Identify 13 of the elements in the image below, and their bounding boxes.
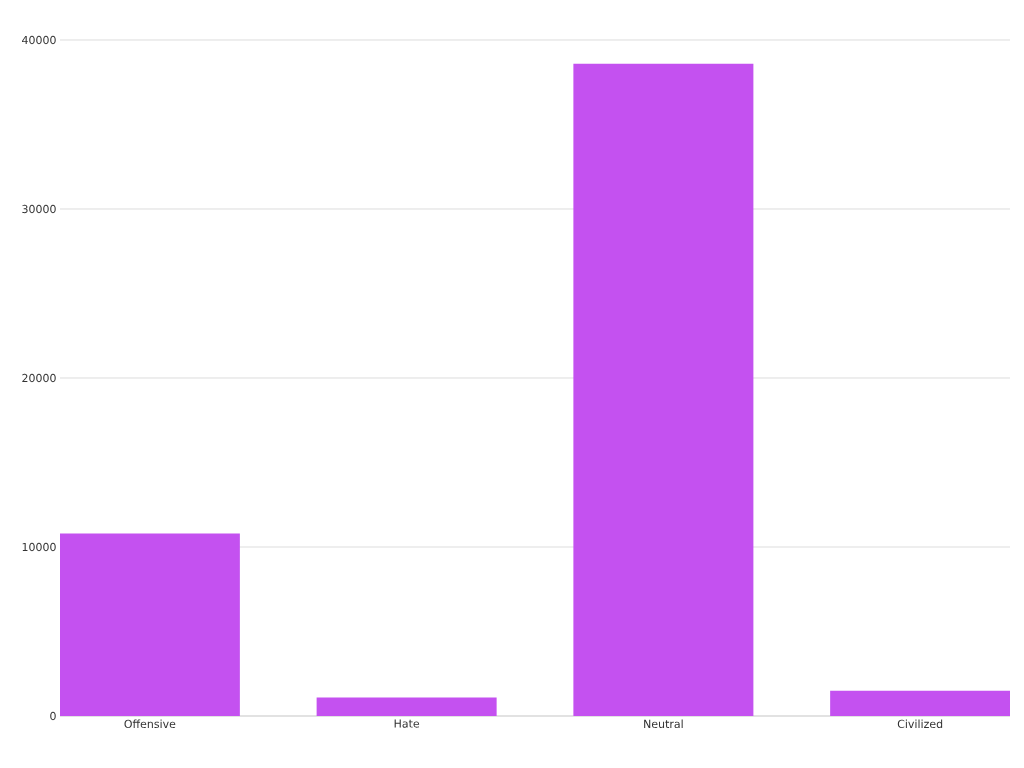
bar [60,533,240,716]
y-tick-label: 0 [50,711,56,721]
x-tick-label: Civilized [897,719,943,729]
y-tick-label: 30000 [22,204,56,214]
x-tick-label: Offensive [124,719,176,729]
y-tick-label: 40000 [22,35,56,45]
bar [830,690,1011,716]
bar [573,63,754,716]
y-tick-label: 20000 [22,373,56,383]
x-tick-label: Neutral [644,719,683,729]
y-tick-label: 10000 [22,542,56,552]
bar [316,697,497,716]
x-tick-label: Hate [394,719,420,728]
